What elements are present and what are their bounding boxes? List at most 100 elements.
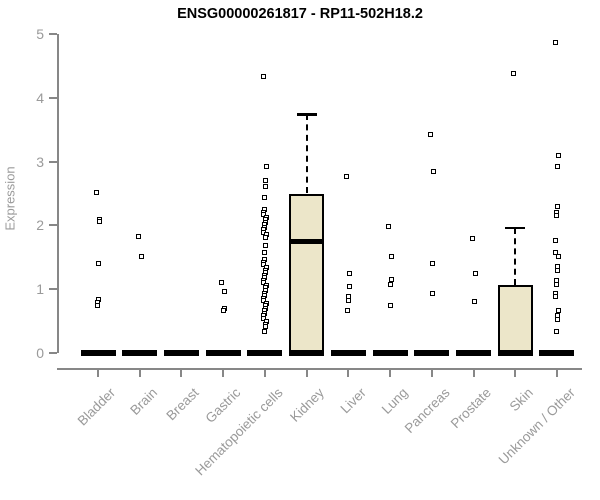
x-axis-line bbox=[57, 368, 582, 370]
data-point bbox=[553, 237, 559, 243]
data-point bbox=[96, 260, 101, 266]
data-point bbox=[263, 235, 269, 241]
data-point bbox=[344, 174, 350, 180]
data-point bbox=[388, 281, 394, 287]
zero-median-bar bbox=[372, 350, 408, 356]
zero-median-bar bbox=[414, 350, 450, 356]
y-axis-tick bbox=[49, 96, 57, 99]
upper-whisker bbox=[305, 114, 308, 194]
y-axis-tick-label: 1 bbox=[36, 281, 44, 298]
data-point bbox=[347, 271, 353, 277]
y-axis-tick-label: 3 bbox=[36, 153, 44, 170]
data-point bbox=[389, 253, 395, 259]
data-point bbox=[386, 224, 392, 230]
data-point bbox=[262, 195, 268, 201]
x-axis-category-label: Breast bbox=[163, 385, 203, 424]
y-axis-label: Expression bbox=[2, 166, 18, 231]
x-axis-tick bbox=[430, 368, 433, 377]
x-axis-tick bbox=[555, 368, 558, 377]
upper-whisker-cap bbox=[505, 226, 526, 230]
zero-median-bar bbox=[289, 350, 325, 356]
data-point bbox=[472, 270, 478, 276]
data-point bbox=[430, 260, 436, 266]
y-axis-tick-label: 0 bbox=[36, 345, 44, 361]
box-skin bbox=[497, 284, 533, 353]
data-point bbox=[222, 289, 228, 295]
data-point bbox=[262, 324, 268, 330]
x-axis-category-label: Gastric bbox=[202, 385, 244, 426]
zero-median-bar bbox=[497, 350, 533, 356]
data-point bbox=[262, 183, 268, 189]
data-point bbox=[262, 329, 268, 335]
data-point bbox=[260, 298, 266, 304]
x-axis-tick bbox=[263, 368, 266, 377]
x-axis-tick bbox=[514, 368, 517, 377]
zero-median-bar bbox=[247, 350, 283, 356]
data-point bbox=[555, 164, 561, 170]
y-axis-tick bbox=[49, 224, 57, 227]
upper-whisker bbox=[514, 227, 517, 285]
data-point bbox=[427, 132, 433, 138]
x-axis-category-label: Pancreas bbox=[401, 385, 453, 436]
zero-median-bar bbox=[80, 350, 116, 356]
data-point bbox=[260, 316, 266, 322]
chart-title: ENSG00000261817 - RP11-502H18.2 bbox=[177, 6, 423, 22]
data-point bbox=[387, 302, 393, 308]
data-point bbox=[260, 74, 266, 80]
zero-median-bar bbox=[456, 350, 492, 356]
data-point bbox=[555, 254, 561, 260]
zero-median-bar bbox=[205, 350, 241, 356]
box-kidney bbox=[289, 193, 325, 353]
x-axis-category-label: Brain bbox=[127, 385, 161, 418]
data-point bbox=[430, 168, 436, 174]
x-axis-tick bbox=[347, 368, 350, 377]
x-axis-tick bbox=[97, 368, 99, 377]
x-axis-tick bbox=[222, 368, 225, 377]
data-point bbox=[94, 189, 99, 195]
y-axis-tick-label: 4 bbox=[36, 89, 44, 106]
zero-median-bar bbox=[539, 350, 575, 356]
x-axis-category-label: Prostate bbox=[447, 385, 495, 432]
data-point bbox=[553, 281, 559, 287]
data-point bbox=[219, 279, 225, 285]
x-axis-tick bbox=[472, 368, 475, 377]
data-point bbox=[96, 219, 102, 225]
y-axis-tick bbox=[49, 288, 57, 291]
data-point bbox=[552, 294, 558, 300]
x-axis-tick bbox=[389, 368, 392, 377]
data-point bbox=[263, 177, 269, 183]
zero-median-bar bbox=[330, 350, 366, 356]
data-point bbox=[221, 308, 227, 314]
data-point bbox=[555, 308, 561, 314]
data-point bbox=[262, 250, 268, 256]
x-axis-category-label: Liver bbox=[337, 385, 369, 417]
data-point bbox=[94, 303, 100, 309]
data-point bbox=[345, 298, 351, 304]
data-point bbox=[260, 229, 266, 235]
upper-whisker-cap bbox=[296, 113, 317, 116]
x-axis-category-label: Kidney bbox=[287, 385, 328, 425]
data-point bbox=[511, 71, 517, 77]
y-axis-tick-label: 5 bbox=[36, 26, 44, 42]
data-point bbox=[554, 329, 560, 335]
y-axis-tick-label: 2 bbox=[36, 217, 44, 234]
data-point bbox=[469, 236, 475, 242]
data-point bbox=[135, 233, 141, 239]
x-axis-tick bbox=[180, 368, 183, 377]
y-axis-tick bbox=[49, 33, 57, 35]
data-point bbox=[345, 307, 351, 313]
data-point bbox=[262, 242, 268, 248]
data-point bbox=[260, 280, 266, 286]
x-axis-category-label: Bladder bbox=[75, 385, 119, 429]
data-point bbox=[552, 40, 558, 46]
data-point bbox=[555, 152, 561, 158]
x-axis-category-label: Lung bbox=[378, 385, 411, 417]
y-axis-tick bbox=[49, 160, 57, 163]
x-axis-category-label: Unknown / Other bbox=[495, 385, 578, 468]
x-axis-category-label: Skin bbox=[506, 385, 536, 415]
zero-median-bar bbox=[122, 350, 158, 356]
x-axis-tick bbox=[138, 368, 141, 377]
data-point bbox=[346, 283, 352, 289]
zero-median-bar bbox=[163, 350, 199, 356]
